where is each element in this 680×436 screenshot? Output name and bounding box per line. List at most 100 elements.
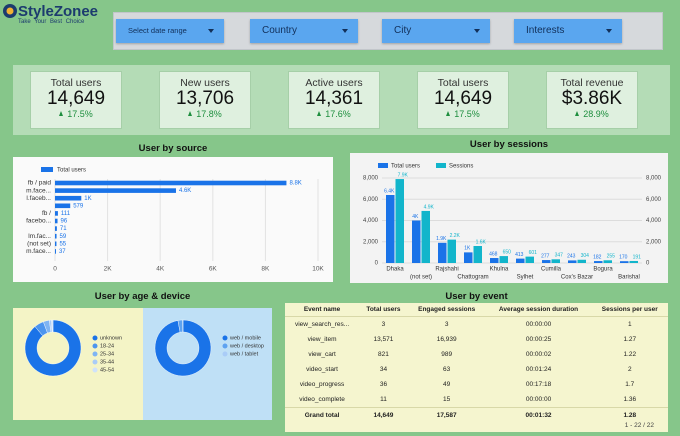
table-cell: 00:00:02 [525, 351, 552, 358]
total-cell: 17,587 [407, 407, 486, 423]
kpi-change: 17.5% [418, 109, 508, 119]
legend-label: Total users [57, 168, 86, 174]
kpi-change: 17.6% [289, 109, 379, 119]
value-label: 59 [60, 234, 67, 240]
kpi-value: 14,361 [304, 88, 364, 109]
bar [438, 242, 447, 263]
y-tick-label: 6,000 [363, 197, 379, 203]
legend-label: web / desktop [229, 343, 264, 349]
x-tick-label: Cumilla [541, 267, 562, 273]
bar [620, 261, 629, 263]
bar [386, 195, 395, 263]
kpi-card: Total users 14,649 17.5% [30, 71, 122, 129]
bar [516, 258, 525, 263]
value-label: 468 [489, 251, 498, 257]
bar [568, 260, 577, 263]
panel-title: User by age & device [94, 291, 191, 302]
table-row: video_start 34 63 00:01:24 2 [285, 362, 668, 377]
kpi-label: Active users [305, 77, 363, 89]
legend-label: Total users [391, 164, 420, 170]
bar [55, 241, 57, 247]
table-cell: video_start [306, 366, 338, 373]
kpi-card: Total users 14,649 17.5% [417, 71, 509, 129]
pagination[interactable]: 1 - 22 / 22 [624, 422, 654, 429]
value-label: 55 [59, 241, 66, 247]
table-cell: 49 [443, 381, 451, 388]
table-body: view_search_res... 3 3 00:00:00 1 view_item 13… [285, 317, 668, 423]
value-label: 37 [59, 249, 66, 255]
y-tick-label: fb / [42, 210, 51, 217]
y-tick-label: l.faceb... [26, 195, 51, 202]
value-label: 182 [593, 254, 602, 260]
kpi-value: 14,649 [46, 88, 106, 109]
x-tick-label: (not set) [410, 275, 432, 281]
column-header: Event name [285, 303, 360, 317]
bar [473, 246, 482, 263]
value-label: 4.9K [424, 204, 435, 210]
x-tick-label: 6K [209, 266, 218, 273]
bar [55, 218, 58, 224]
bar [577, 259, 586, 263]
x-tick-label: Bogura [593, 267, 613, 273]
bar [447, 239, 456, 263]
table-cell: 16,939 [436, 336, 457, 343]
table-cell: view_search_res... [294, 321, 350, 328]
country-filter[interactable]: Country [250, 19, 358, 43]
x-tick-label: Khulna [490, 267, 509, 273]
y-tick-label: lm.fac... [28, 233, 51, 240]
value-label: 243 [567, 254, 576, 260]
table-cell: view_cart [308, 351, 336, 358]
device-donut: web / mobile web / desktop web / tablet [154, 319, 264, 377]
bar [55, 233, 57, 239]
table-cell: 1.36 [623, 396, 637, 403]
x-tick-label: Rajshahi [435, 267, 458, 273]
logo-icon [3, 4, 17, 18]
y-tick-label: 4,000 [363, 218, 379, 224]
column-header: Sessions per user [591, 303, 668, 317]
panel-title: User by source [138, 143, 208, 154]
table-cell: video_complete [299, 396, 345, 403]
sessions-chart: 0 2,000 4,000 6,000 8,000 0 2,000 4,000 6,000 8,0… [363, 163, 662, 281]
bar [629, 260, 638, 263]
value-label: 650 [503, 249, 512, 255]
legend-label: unknown [100, 335, 122, 341]
value-label: 111 [61, 211, 71, 217]
table-row: video_complete 11 15 00:00:00 1.36 [285, 392, 668, 408]
kpi-change: 17.8% [160, 109, 250, 119]
city-filter[interactable]: City [382, 19, 490, 43]
date-filter[interactable]: Select date range [116, 19, 224, 43]
bar [603, 260, 612, 263]
kpi-label: Total users [50, 77, 102, 89]
x-tick-label: 4K [156, 266, 165, 273]
table-row: view_cart 821 989 00:00:02 1.22 [285, 347, 668, 362]
bar [490, 258, 499, 263]
bar [594, 261, 603, 263]
column-header: Engaged sessions [407, 303, 486, 317]
bar [499, 256, 508, 263]
chart-panel: unknown 18-24 25-34 35-44 45-54 [13, 308, 143, 420]
column-header: Average session duration [485, 303, 592, 317]
kpi-strip: Total users 14,649 17.5% New users 13,706 17.… [13, 65, 670, 135]
legend-label: web / tablet [229, 351, 259, 357]
table-cell: 3 [381, 321, 386, 328]
age-donut: unknown 18-24 25-34 35-44 45-54 [24, 319, 122, 377]
value-label: 1.9K [436, 236, 447, 242]
table-cell: video_progress [299, 381, 345, 388]
bar [55, 211, 58, 216]
bar [55, 180, 287, 186]
table-cell: 34 [379, 366, 388, 373]
value-label: 579 [73, 203, 84, 209]
kpi-card: New users 13,706 17.8% [159, 71, 251, 129]
value-label: 413 [515, 252, 524, 258]
legend-swatch [436, 163, 446, 168]
filter-bar: Select date range Country City Interests [113, 12, 663, 50]
tagline: Take Your Best Choice [18, 19, 85, 25]
kpi-value: 14,649 [433, 88, 493, 109]
chart-panel: 0 2K 4K 6K 8K 10K Total users fb / paid 8.8K m.fa… [13, 157, 333, 282]
interests-filter[interactable]: Interests [514, 19, 622, 43]
donut-segment [154, 319, 212, 377]
panel-title: User by sessions [469, 139, 549, 150]
table-cell: 989 [441, 351, 453, 358]
y-tick-label: (not set) [27, 241, 51, 248]
value-label: 304 [581, 253, 590, 259]
